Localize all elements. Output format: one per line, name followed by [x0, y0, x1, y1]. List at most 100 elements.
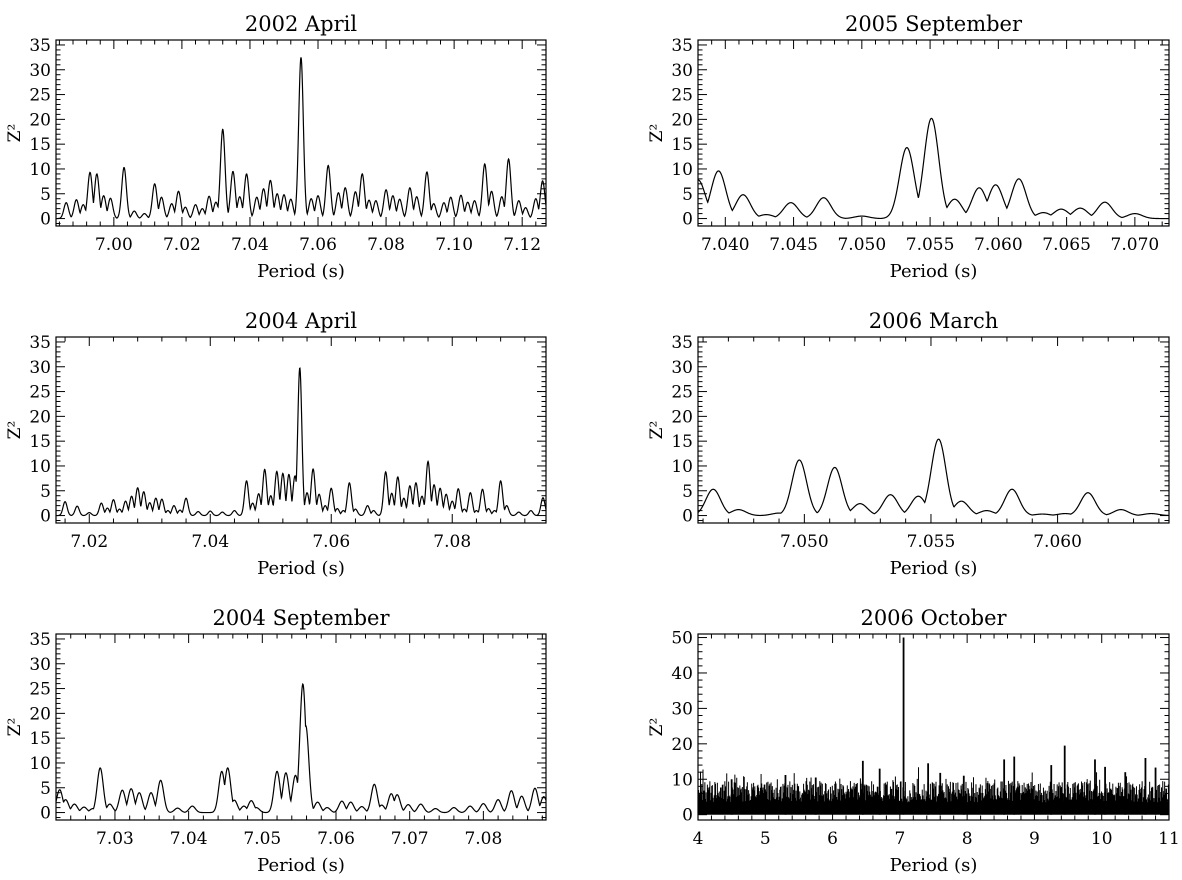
- y-tick-label: 10: [671, 457, 693, 477]
- y-tick-label: 10: [671, 160, 693, 180]
- x-axis-label: Period (s): [890, 558, 978, 579]
- y-tick-label: 50: [671, 629, 693, 649]
- y-tick-label: 20: [671, 735, 693, 755]
- y-tick-label: 25: [29, 86, 51, 106]
- x-tick-label: 7.050: [780, 532, 829, 552]
- x-tick-label: 7.040: [701, 235, 750, 255]
- y-tick-label: 20: [29, 704, 51, 724]
- x-tick-label: 7.060: [974, 235, 1023, 255]
- x-tick-label: 7.08: [433, 532, 471, 552]
- y-axis-label: Z²: [5, 421, 25, 440]
- y-tick-label: 25: [671, 86, 693, 106]
- y-axis-label: Z²: [647, 124, 667, 143]
- plot-frame: [55, 633, 547, 821]
- x-tick-label: 7.06: [312, 532, 350, 552]
- y-tick-label: 0: [40, 804, 51, 824]
- y-tick-label: 15: [671, 135, 693, 155]
- x-tick-label: 9: [1029, 829, 1040, 849]
- y-tick-label: 25: [29, 680, 51, 700]
- y-tick-label: 30: [29, 358, 51, 378]
- x-tick-label: 10: [1091, 829, 1113, 849]
- panel-3: 2004 April Period (s) Z² 7.02 7.04 7.06 7.08 0 5…: [5, 309, 547, 579]
- y-tick-label: 0: [682, 507, 693, 527]
- x-tick-label: 7.05: [243, 829, 281, 849]
- y-tick-label: 40: [671, 664, 693, 684]
- periodogram-line: [698, 117, 1169, 220]
- y-axis-label: Z²: [5, 124, 25, 143]
- x-tick-label: 4: [693, 829, 704, 849]
- y-tick-label: 0: [40, 210, 51, 230]
- x-tick-label: 7.050: [837, 235, 886, 255]
- x-tick-label: 7.02: [163, 235, 201, 255]
- y-tick-label: 15: [29, 729, 51, 749]
- y-tick-label: 10: [29, 160, 51, 180]
- y-tick-label: 5: [40, 185, 51, 205]
- panel-4: 2006 March Period (s) Z² 7.050 7.055 7.060 0 5 1…: [647, 309, 1170, 579]
- x-tick-label: 7.055: [907, 532, 956, 552]
- x-tick-label: 7.045: [769, 235, 818, 255]
- periodogram-noise: [698, 767, 1169, 815]
- y-tick-label: 20: [29, 110, 51, 130]
- y-tick-label: 20: [671, 407, 693, 427]
- x-tick-label: 5: [760, 829, 771, 849]
- y-tick-label: 30: [671, 699, 693, 719]
- x-tick-label: 7.10: [435, 235, 473, 255]
- periodogram-line: [56, 57, 546, 220]
- y-tick-label: 25: [29, 383, 51, 403]
- x-tick-label: 7.08: [464, 829, 502, 849]
- y-tick-label: 35: [29, 333, 51, 353]
- panel-1: 2002 April Period (s) Z² 7.00 7.02 7.04 7.06 7.…: [5, 12, 547, 282]
- chart-title: 2006 March: [869, 309, 998, 333]
- x-tick-label: 7.065: [1042, 235, 1091, 255]
- plot-frame: [697, 633, 1170, 821]
- plot-frame: [55, 336, 547, 524]
- chart-title: 2004 September: [212, 606, 390, 630]
- y-tick-label: 35: [29, 630, 51, 650]
- y-tick-label: 5: [682, 185, 693, 205]
- x-tick-label: 6: [827, 829, 838, 849]
- y-tick-label: 0: [682, 806, 693, 826]
- y-tick-label: 35: [671, 333, 693, 353]
- x-axis-label: Period (s): [257, 261, 345, 282]
- x-tick-label: 7: [894, 829, 905, 849]
- chart-title: 2002 April: [245, 12, 357, 36]
- x-tick-label: 7.04: [170, 829, 208, 849]
- x-tick-label: 7.04: [231, 235, 269, 255]
- y-tick-label: 35: [671, 36, 693, 56]
- y-tick-label: 30: [29, 655, 51, 675]
- x-tick-label: 7.12: [503, 235, 541, 255]
- y-tick-label: 5: [40, 482, 51, 502]
- y-tick-label: 20: [29, 407, 51, 427]
- panel-6: 2006 October Period (s) Z² 4 5 6 7 8 9 10 11 0 10 20 3…: [647, 606, 1180, 876]
- x-tick-label: 7.00: [95, 235, 133, 255]
- y-tick-label: 20: [671, 110, 693, 130]
- x-axis-label: Period (s): [890, 855, 978, 876]
- x-tick-label: 7.070: [1111, 235, 1160, 255]
- periodogram-line: [56, 367, 546, 517]
- x-tick-label: 11: [1158, 829, 1180, 849]
- x-tick-label: 7.03: [96, 829, 134, 849]
- x-tick-label: 7.060: [1033, 532, 1082, 552]
- panel-5: 2004 September Period (s) Z² 7.03 7.04 7.05 7.…: [5, 606, 547, 876]
- y-tick-label: 30: [671, 61, 693, 81]
- y-axis-label: Z²: [5, 718, 25, 737]
- panel-2: 2005 September Period (s) Z² 7.040 7.045 7.05…: [647, 12, 1170, 282]
- y-tick-label: 15: [29, 432, 51, 452]
- chart-title: 2004 April: [245, 309, 357, 333]
- x-axis-label: Period (s): [890, 261, 978, 282]
- x-tick-label: 8: [962, 829, 973, 849]
- x-tick-label: 7.02: [70, 532, 108, 552]
- plot-frame: [697, 336, 1170, 524]
- y-tick-label: 0: [682, 210, 693, 230]
- y-tick-label: 5: [682, 482, 693, 502]
- plot-frame: [697, 39, 1170, 227]
- y-tick-label: 30: [29, 61, 51, 81]
- y-tick-label: 30: [671, 358, 693, 378]
- x-tick-label: 7.08: [367, 235, 405, 255]
- periodogram-line: [698, 438, 1169, 517]
- x-tick-label: 7.055: [906, 235, 955, 255]
- y-tick-label: 5: [40, 779, 51, 799]
- x-tick-label: 7.04: [191, 532, 229, 552]
- x-axis-label: Period (s): [257, 855, 345, 876]
